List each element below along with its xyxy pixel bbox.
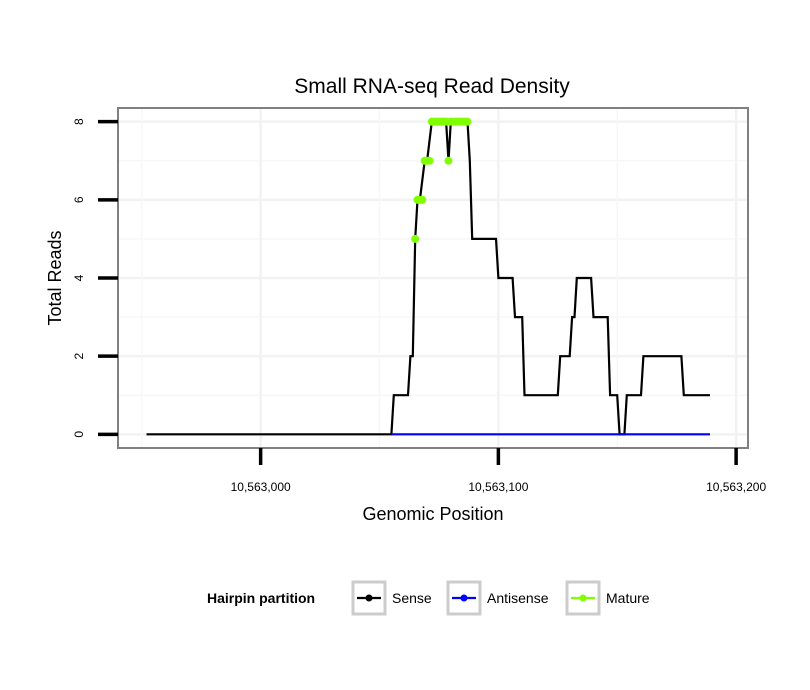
legend-label-antisense: Antisense [487, 590, 549, 606]
legend-label-sense: Sense [392, 590, 432, 606]
legend-entries: Sense Antisense Mature [351, 580, 650, 616]
y-tick-label: 6 [72, 196, 86, 203]
legend-key-point [579, 594, 587, 602]
x-tick-label: 10,563,200 [706, 480, 766, 494]
y-tick-label: 2 [72, 353, 86, 360]
y-axis: 0 2 4 6 8 [72, 118, 118, 438]
mature-point [463, 117, 472, 126]
chart-title: Small RNA-seq Read Density [294, 75, 570, 98]
legend-label-mature: Mature [606, 590, 650, 606]
legend-key-point [365, 594, 373, 602]
legend-key-antisense [446, 580, 482, 616]
mature-point [411, 234, 420, 243]
y-axis-title: Total Reads [45, 230, 65, 325]
legend-key-sense [351, 580, 387, 616]
x-tick-label: 10,563,100 [468, 480, 528, 494]
x-tick-label: 10,563,000 [231, 480, 291, 494]
legend-key-point [460, 594, 468, 602]
y-tick-label: 8 [72, 118, 86, 125]
y-tick-label: 4 [72, 274, 86, 281]
mature-point [418, 195, 427, 204]
legend-key-mature [565, 580, 601, 616]
x-axis-title: Genomic Position [362, 504, 503, 524]
plot-panel [117, 107, 749, 449]
x-axis: 10,563,000 10,563,100 10,563,200 [231, 448, 766, 494]
series-layer [146, 117, 710, 436]
legend-title: Hairpin partition [207, 590, 315, 606]
legend: Hairpin partition Sense Antisense Mature [207, 580, 650, 616]
mature-point [444, 156, 453, 165]
mature-point [425, 156, 434, 165]
y-tick-label: 0 [72, 431, 86, 438]
